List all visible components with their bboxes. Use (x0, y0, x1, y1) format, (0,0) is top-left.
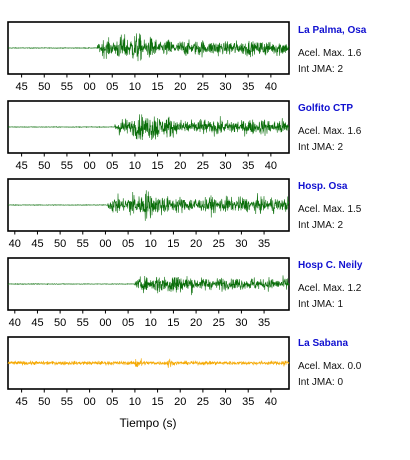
jma-intensity: Int JMA: 1 (298, 299, 344, 310)
x-tick-label: 15 (167, 317, 179, 329)
x-tick-label: 35 (242, 396, 254, 408)
max-acceleration: Acel. Max. 1.6 (298, 126, 362, 137)
panel-1: 45 50 55 00 05 10 15 20 25 30 35 40 (7, 21, 290, 93)
x-tick-label: 25 (213, 238, 225, 250)
x-tick-label: 45 (31, 317, 43, 329)
x-tick-label: 40 (9, 238, 21, 250)
x-tick-label: 05 (106, 81, 118, 93)
panel-3: 40 45 50 55 00 05 10 15 20 25 30 35 (7, 178, 290, 250)
x-tick-label: 45 (15, 396, 27, 408)
station-info: Hosp. Osa Acel. Max. 1.5 Int JMA: 2 (298, 180, 408, 232)
x-tick-label: 30 (219, 160, 231, 172)
x-tick-label: 30 (235, 238, 247, 250)
x-tick-label: 40 (9, 317, 21, 329)
x-tick-label: 50 (54, 317, 66, 329)
x-tick-label: 55 (77, 238, 89, 250)
x-tick-label: 55 (61, 160, 73, 172)
jma-intensity: Int JMA: 0 (298, 377, 344, 388)
x-tick-label: 20 (174, 160, 186, 172)
max-acceleration: Acel. Max. 0.0 (298, 361, 362, 372)
waveform-trace (7, 190, 290, 221)
x-tick-label: 50 (38, 81, 50, 93)
x-tick-label: 35 (258, 317, 270, 329)
x-tick-label: 40 (265, 160, 277, 172)
x-tick-label: 15 (151, 160, 163, 172)
panel-4: 40 45 50 55 00 05 10 15 20 25 30 35 (7, 257, 290, 329)
panel-2: 45 50 55 00 05 10 15 20 25 30 35 40 (7, 100, 290, 172)
x-tick-label: 50 (38, 160, 50, 172)
station-info: La Palma, Osa Acel. Max. 1.6 Int JMA: 2 (298, 24, 408, 76)
x-tick-label: 30 (219, 81, 231, 93)
station-info: La Sabana Acel. Max. 0.0 Int JMA: 0 (298, 337, 408, 389)
waveform-trace (7, 33, 290, 62)
station-info: Golfito CTP Acel. Max. 1.6 Int JMA: 2 (298, 102, 408, 154)
x-tick-label: 10 (145, 238, 157, 250)
x-tick-label: 35 (258, 238, 270, 250)
x-tick-label: 25 (197, 160, 209, 172)
station-name: La Palma, Osa (298, 25, 367, 36)
waveform-trace (7, 358, 290, 368)
x-tick-label: 20 (190, 317, 202, 329)
x-tick-label: 10 (129, 160, 141, 172)
jma-intensity: Int JMA: 2 (298, 64, 344, 75)
x-tick-label: 20 (174, 81, 186, 93)
x-tick-label: 15 (151, 396, 163, 408)
x-tick-label: 35 (242, 160, 254, 172)
x-tick-label: 40 (265, 396, 277, 408)
station-name: Hosp. Osa (298, 181, 348, 192)
waveform-trace (7, 275, 290, 296)
x-tick-label: 10 (129, 396, 141, 408)
x-tick-label: 25 (197, 81, 209, 93)
station-info: Hosp C. Neily Acel. Max. 1.2 Int JMA: 1 (298, 259, 408, 311)
x-tick-label: 00 (83, 81, 95, 93)
x-tick-label: 00 (99, 238, 111, 250)
jma-intensity: Int JMA: 2 (298, 220, 344, 231)
x-tick-label: 50 (54, 238, 66, 250)
x-tick-label: 50 (38, 396, 50, 408)
x-tick-label: 25 (213, 317, 225, 329)
panel-5: 45 50 55 00 05 10 15 20 25 30 35 40 (7, 336, 290, 408)
x-tick-label: 10 (129, 81, 141, 93)
x-tick-label: 45 (15, 160, 27, 172)
station-name: Golfito CTP (298, 103, 353, 114)
x-tick-label: 05 (106, 160, 118, 172)
max-acceleration: Acel. Max. 1.2 (298, 283, 362, 294)
x-tick-label: 00 (83, 160, 95, 172)
x-tick-label: 05 (106, 396, 118, 408)
x-tick-label: 20 (174, 396, 186, 408)
x-tick-label: 00 (83, 396, 95, 408)
x-tick-label: 30 (219, 396, 231, 408)
x-tick-label: 00 (99, 317, 111, 329)
x-tick-label: 35 (242, 81, 254, 93)
x-tick-label: 40 (265, 81, 277, 93)
x-tick-label: 55 (61, 81, 73, 93)
x-tick-label: 45 (31, 238, 43, 250)
x-tick-label: 45 (15, 81, 27, 93)
x-tick-label: 15 (167, 238, 179, 250)
x-tick-label: 05 (122, 317, 134, 329)
station-name: La Sabana (298, 338, 349, 349)
max-acceleration: Acel. Max. 1.6 (298, 48, 362, 59)
x-tick-label: 15 (151, 81, 163, 93)
station-name: Hosp C. Neily (298, 260, 363, 271)
max-acceleration: Acel. Max. 1.5 (298, 204, 362, 215)
x-tick-label: 30 (235, 317, 247, 329)
x-tick-label: 20 (190, 238, 202, 250)
x-tick-label: 55 (61, 396, 73, 408)
x-tick-label: 55 (77, 317, 89, 329)
waveform-trace (7, 114, 290, 141)
jma-intensity: Int JMA: 2 (298, 142, 344, 153)
x-axis-label: Tiempo (s) (120, 416, 177, 430)
x-tick-label: 25 (197, 396, 209, 408)
x-tick-label: 05 (122, 238, 134, 250)
x-tick-label: 10 (145, 317, 157, 329)
